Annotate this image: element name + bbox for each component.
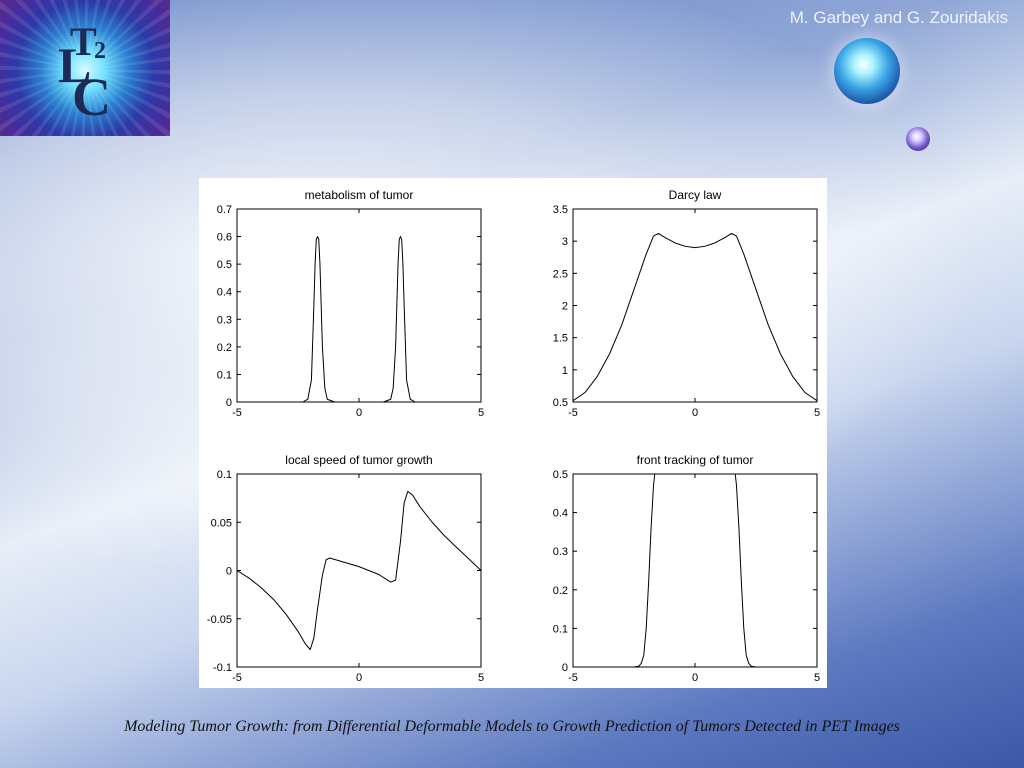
- plot-2-xtick-label-0: -5: [568, 407, 578, 419]
- logo-letter-c: C: [72, 67, 111, 127]
- plot-3-series-line-0: [236, 490, 482, 651]
- plot-4-ytick-label-4: 0.4: [553, 508, 568, 520]
- plot-2-ytick-label-1: 1: [562, 365, 568, 377]
- plot-4-frame: [572, 473, 818, 668]
- plot-4-series-line-0: [573, 473, 817, 668]
- logo-rays: [0, 0, 170, 136]
- plot-3-ytick-label-4: 0.1: [217, 469, 232, 481]
- plot-3-frame: [236, 473, 482, 668]
- plot-4-ytick-label-3: 0.3: [553, 546, 568, 558]
- plot-2-frame: [572, 208, 818, 403]
- plot-2-ytick-label-6: 3.5: [553, 204, 568, 216]
- plot-1-frame: [236, 208, 482, 403]
- logo-lettering: T L 2 C: [50, 19, 140, 127]
- plot-4-ytick-label-2: 0.2: [553, 585, 568, 597]
- plot-1-ytick-label-3: 0.3: [217, 314, 232, 326]
- plot-1-xtick-label-1: 0: [356, 407, 362, 419]
- plot-1-ytick-label-1: 0.1: [217, 369, 232, 381]
- plot-4-xtick-label-1: 0: [692, 672, 698, 684]
- plot-1-ytick-label-6: 0.6: [217, 232, 232, 244]
- authors-label: M. Garbey and G. Zouridakis: [789, 8, 1008, 27]
- plot-3-xtick-label-1: 0: [356, 672, 362, 684]
- plot-1-xtick-label-2: 5: [478, 407, 484, 419]
- plot-2-ytick-label-5: 3: [562, 236, 568, 248]
- plot-2-xtick-label-2: 5: [814, 407, 820, 419]
- plot-3-ytick-label-1: -0.05: [207, 614, 232, 626]
- plot-4-xtick-label-0: -5: [568, 672, 578, 684]
- plots-canvas: metabolism of tumor-5 0 500.10.20.30.40.50…: [207, 188, 820, 684]
- logo-superscript-two: 2: [94, 38, 106, 64]
- plot-4-ytick-label-1: 0.1: [553, 623, 568, 635]
- plot-3-xtick-label-2: 5: [478, 672, 484, 684]
- plot-1-ytick-label-5: 0.5: [217, 259, 232, 271]
- plot-4-ytick-label-0: 0: [562, 662, 568, 674]
- plot-2-title: Darcy law: [669, 188, 722, 202]
- plot-1-ytick-label-7: 0.7: [217, 204, 232, 216]
- plot-3-title: local speed of tumor growth: [285, 453, 432, 467]
- logo-letter-t: T: [70, 19, 97, 64]
- plot-1-ytick-label-0: 0: [226, 397, 232, 409]
- decorative-orb-large: [834, 38, 900, 104]
- plot-4-ytick-label-5: 0.5: [553, 469, 568, 481]
- decorative-orb-small: [906, 127, 930, 151]
- plot-3-ytick-label-0: -0.1: [213, 662, 232, 674]
- plot-2-ytick-label-3: 2: [562, 301, 568, 313]
- plot-2-ytick-label-4: 2.5: [553, 268, 568, 280]
- plot-4-title: front tracking of tumor: [637, 453, 754, 467]
- plot-2-series-line-0: [572, 232, 818, 402]
- plot-2-ytick-label-0: 0.5: [553, 397, 568, 409]
- plot-2-xtick-label-1: 0: [692, 407, 698, 419]
- plot-2-ytick-label-2: 1.5: [553, 333, 568, 345]
- figure-panel: metabolism of tumor -5 0 5 0 0.1 0.2 0.3 0.4 0.5 0…: [199, 178, 827, 688]
- plot-3-ytick-label-2: 0: [226, 566, 232, 578]
- plot-1-series-line-0: [237, 236, 481, 403]
- plot-1-title: metabolism of tumor: [305, 188, 414, 202]
- lab-logo: T L 2 C: [0, 0, 170, 136]
- plot-3-ytick-label-3: 0.05: [211, 517, 232, 529]
- plot-1-ytick-label-2: 0.2: [217, 342, 232, 354]
- logo-letter-l: L: [58, 37, 92, 93]
- plot-1-ytick-label-4: 0.4: [217, 287, 232, 299]
- plot-4-xtick-label-2: 5: [814, 672, 820, 684]
- slide-caption: Modeling Tumor Growth: from Differential…: [124, 718, 900, 735]
- plot-3-xtick-label-0: -5: [232, 672, 242, 684]
- plot-1-xtick-label-0: -5: [232, 407, 242, 419]
